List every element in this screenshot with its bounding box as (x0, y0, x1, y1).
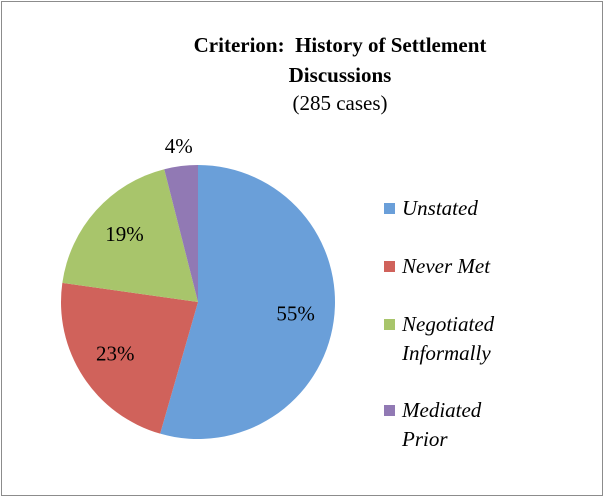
legend-label: Never Met (402, 254, 491, 278)
pie-slice (61, 282, 199, 434)
legend-label: Negotiated Informally (402, 312, 495, 365)
legend-swatch (384, 203, 395, 214)
data-label: 55% (276, 302, 315, 326)
legend-label: Mediated Prior (402, 398, 482, 451)
chart-subtitle: (285 cases) (292, 91, 388, 115)
data-label: 19% (105, 222, 144, 246)
pie-slice (62, 169, 198, 302)
pie-slice (160, 165, 335, 439)
legend-swatch (384, 405, 395, 416)
legend-swatch (384, 261, 395, 272)
pie-slice (164, 165, 198, 302)
data-label: 23% (96, 341, 135, 365)
legend-swatch (384, 319, 395, 330)
chart-title: Criterion: History of Settlement Discuss… (193, 33, 492, 87)
data-label: 4% (165, 134, 193, 158)
legend-label: Unstated (402, 196, 478, 220)
